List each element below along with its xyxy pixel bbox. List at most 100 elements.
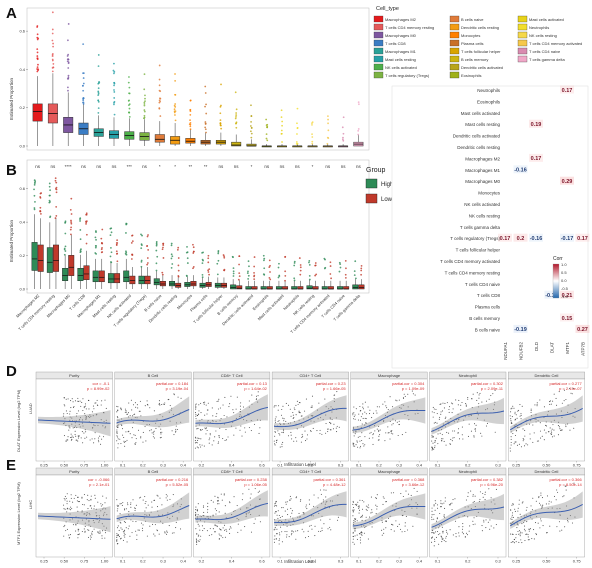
- a-outlier-point: [113, 72, 115, 75]
- scatter-point: [278, 433, 280, 435]
- scatter-panel: [508, 378, 585, 462]
- scatter-point: [510, 436, 512, 438]
- scatter-point: [462, 438, 464, 440]
- scatter-point: [293, 440, 295, 442]
- scatter-point: [378, 430, 380, 433]
- scatter-title: Purity: [69, 373, 79, 378]
- scatter-point: [353, 412, 355, 414]
- scatter-point: [195, 406, 197, 408]
- scatter-point: [291, 438, 293, 440]
- b-outlier-point: [207, 271, 210, 273]
- scatter-point: [481, 401, 483, 403]
- scatter-point: [452, 499, 454, 501]
- scatter-point: [70, 407, 72, 409]
- b-outlier-point: [268, 276, 271, 279]
- a-outlier-point: [82, 43, 85, 46]
- a-box: [231, 141, 242, 147]
- scatter-point: [97, 439, 100, 441]
- scatter-point: [289, 408, 291, 410]
- b-significance-label: ns: [51, 164, 57, 169]
- scatter-point: [359, 435, 361, 438]
- scatter-point: [549, 525, 551, 527]
- scatter-point: [230, 395, 232, 397]
- scatter-point: [539, 504, 542, 506]
- scatter-point: [478, 500, 480, 502]
- scatter-point: [449, 529, 451, 531]
- scatter-point: [543, 406, 545, 408]
- scatter-point: [126, 541, 128, 543]
- scatter-point: [116, 431, 118, 433]
- scatter-point: [476, 399, 478, 402]
- b-box-low: [129, 275, 136, 285]
- scatter-point: [448, 408, 450, 411]
- b-significance-label: ***: [127, 164, 133, 169]
- scatter-stat-p: p = 1.66e-05: [323, 386, 346, 391]
- scatter-point: [153, 431, 155, 433]
- scatter-point: [555, 404, 558, 406]
- scatter-point: [217, 442, 219, 444]
- scatter-point: [509, 447, 511, 449]
- scatter-point: [197, 503, 199, 505]
- scatter-point: [393, 492, 395, 494]
- b-outlier-point: [308, 274, 311, 277]
- b-outlier-point: [48, 185, 51, 188]
- scatter-point: [90, 495, 92, 497]
- scatter-point: [372, 434, 374, 436]
- scatter-point: [116, 499, 118, 501]
- scatter-point: [510, 431, 512, 433]
- a-outlier-point: [174, 106, 177, 108]
- a-outlier-point: [174, 114, 176, 116]
- a-outlier-point: [82, 82, 85, 85]
- scatter-point: [228, 406, 230, 408]
- scatter-point: [494, 503, 496, 505]
- scatter-point: [524, 530, 526, 532]
- scatter-point: [68, 426, 70, 428]
- scatter-point: [219, 427, 221, 429]
- scatter-point: [435, 536, 438, 538]
- a-legend-swatch: [373, 15, 384, 23]
- scatter-point: [465, 532, 468, 534]
- scatter-point: [390, 432, 392, 434]
- legend-label-low: Low: [381, 197, 393, 203]
- scatter-point: [519, 513, 521, 515]
- a-outlier-point: [159, 115, 162, 117]
- b-outlier-point: [79, 220, 81, 222]
- scatter-stat-cor: partial.cor = 0.361: [313, 477, 346, 482]
- b-box-low: [297, 286, 304, 290]
- scatter-point: [360, 416, 362, 418]
- c-cell-bg: [513, 324, 528, 333]
- scatter-point: [88, 529, 90, 531]
- b-ytick-label: 0.6: [19, 186, 25, 191]
- a-outlier-point: [266, 123, 269, 126]
- scatter-point: [325, 414, 327, 416]
- scatter-point: [169, 498, 171, 500]
- scatter-point: [353, 509, 355, 511]
- scatter-point: [356, 520, 358, 522]
- scatter-point: [249, 504, 251, 506]
- scatter-point: [244, 526, 246, 528]
- scatter-point: [399, 528, 402, 530]
- scatter-point: [69, 419, 71, 421]
- b-outlier-point: [314, 262, 317, 264]
- scatter-point: [86, 512, 88, 514]
- scatter-point: [550, 430, 552, 432]
- panel-e-ytick: LIHC: [28, 500, 33, 509]
- scatter-point: [217, 400, 219, 402]
- a-legend-label: Macrophages M0: [385, 33, 417, 38]
- a-legend-swatch: [449, 47, 460, 55]
- scatter-point: [159, 497, 161, 499]
- scatter-point: [567, 517, 569, 519]
- scatter-point: [126, 413, 128, 415]
- a-outlier-point: [113, 81, 116, 84]
- c-cell-value: 0.17: [562, 88, 573, 94]
- c-col-label: DLAT: [550, 342, 555, 353]
- b-outlier-point: [55, 215, 58, 217]
- scatter-point: [179, 528, 182, 530]
- panel-b-yticks: 0.00.20.40.6: [19, 186, 28, 292]
- b-outlier-point: [329, 261, 332, 264]
- scatter-point: [470, 414, 472, 416]
- scatter-point: [197, 437, 199, 439]
- c-col-label: ATP7B: [581, 342, 586, 356]
- scatter-point: [489, 528, 491, 530]
